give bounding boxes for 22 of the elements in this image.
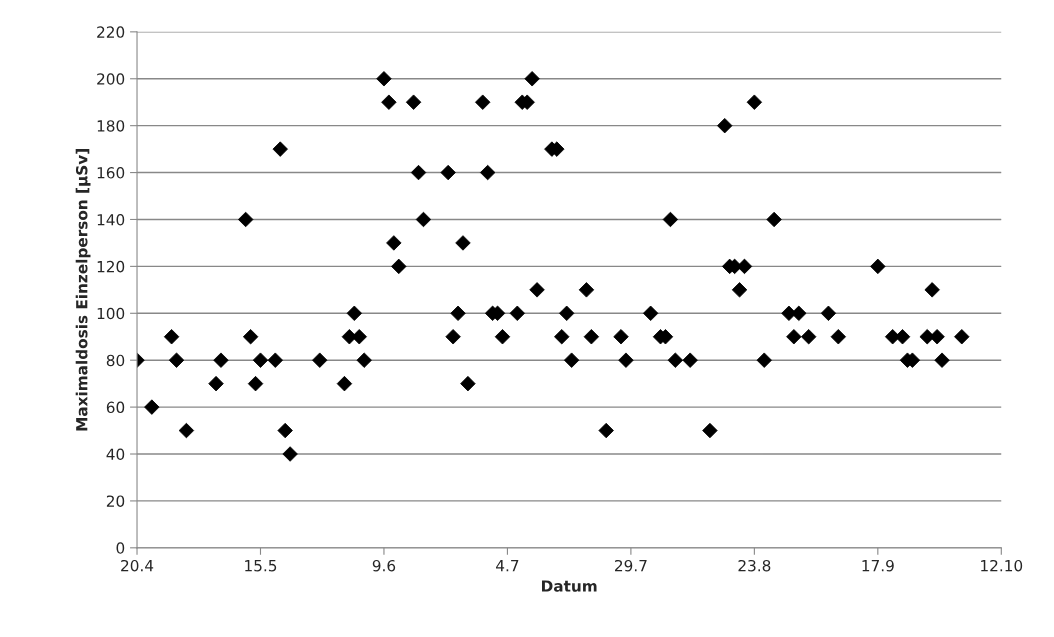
x-tick-label: 20.4 [121,559,154,572]
y-tick-label: 200 [97,73,125,85]
y-tick-label: 20 [106,495,125,507]
x-tick-label: 12.10 [981,559,1023,572]
y-tick-label: 120 [97,260,125,273]
y-tick-label: 40 [106,448,125,461]
y-tick-label: 220 [97,26,125,38]
y-tick-label: 60 [106,401,125,414]
y-tick-label: 140 [97,213,125,226]
x-tick-label: 23.8 [738,559,771,572]
x-tick-label: 4.7 [496,560,519,572]
x-tick-label: 29.7 [615,559,647,572]
y-tick-label: 80 [106,354,125,367]
y-axis-title: Maximaldosis Einzelperson [µSv] [75,149,91,431]
y-tick-label: 160 [97,167,125,179]
x-tick-label: 17.9 [862,559,894,572]
y-tick-label: 0 [116,542,125,554]
y-tick-label: 180 [97,120,125,132]
x-tick-label: 9.6 [372,559,396,572]
y-tick-label: 100 [97,307,125,320]
x-tick-label: 15.5 [245,560,277,572]
x-axis-title: Datum [542,580,597,592]
